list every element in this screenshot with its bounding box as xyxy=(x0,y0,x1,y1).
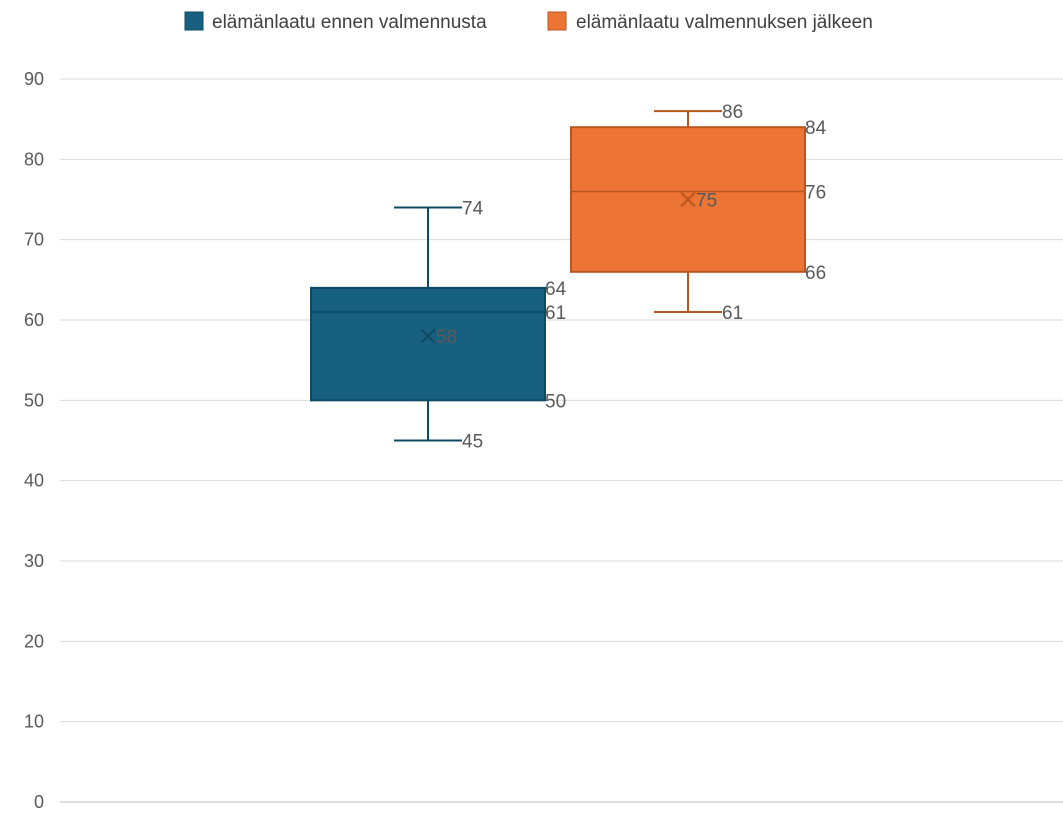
y-tick-label: 70 xyxy=(24,230,44,250)
box-series-1: 86 61 84 66 76 75 xyxy=(570,102,827,324)
data-label-median: 76 xyxy=(805,182,826,203)
box-series-0: 74 45 64 50 61 58 xyxy=(310,199,567,453)
data-label-median: 61 xyxy=(545,303,566,324)
y-tick-label: 40 xyxy=(24,471,44,491)
data-label-min: 61 xyxy=(722,303,743,324)
y-tick-label: 10 xyxy=(24,712,44,732)
boxes: 74 45 64 50 61 58 86 61 84 66 76 75 xyxy=(310,102,827,453)
y-tick-label: 20 xyxy=(24,631,44,651)
iqr-box xyxy=(310,286,546,402)
y-axis: 0 10 20 30 40 50 60 70 80 90 xyxy=(24,69,44,812)
y-tick-label: 90 xyxy=(24,69,44,89)
mean-marker xyxy=(420,328,436,344)
legend: elämänlaatu ennen valmennusta elämänlaat… xyxy=(184,11,873,33)
data-label-mean: 75 xyxy=(696,191,717,212)
legend-label-after: elämänlaatu valmennuksen jälkeen xyxy=(576,12,873,33)
gridlines xyxy=(60,78,1063,803)
data-label-q3: 64 xyxy=(545,279,567,300)
legend-label-before: elämänlaatu ennen valmennusta xyxy=(212,12,487,33)
data-label-q1: 50 xyxy=(545,391,566,412)
data-label-max: 74 xyxy=(462,199,484,220)
mean-marker xyxy=(680,191,696,208)
y-tick-label: 30 xyxy=(24,551,44,571)
y-tick-label: 80 xyxy=(24,149,44,169)
data-label-max: 86 xyxy=(722,102,743,123)
data-label-q1: 66 xyxy=(805,263,826,284)
legend-swatch-after xyxy=(547,11,567,31)
data-label-q3: 84 xyxy=(805,118,827,139)
y-tick-label: 50 xyxy=(24,390,44,410)
data-label-min: 45 xyxy=(462,432,483,453)
legend-swatch-before xyxy=(184,11,204,31)
y-tick-label: 60 xyxy=(24,310,44,330)
y-tick-label: 0 xyxy=(34,792,44,812)
data-label-mean: 58 xyxy=(436,327,457,348)
